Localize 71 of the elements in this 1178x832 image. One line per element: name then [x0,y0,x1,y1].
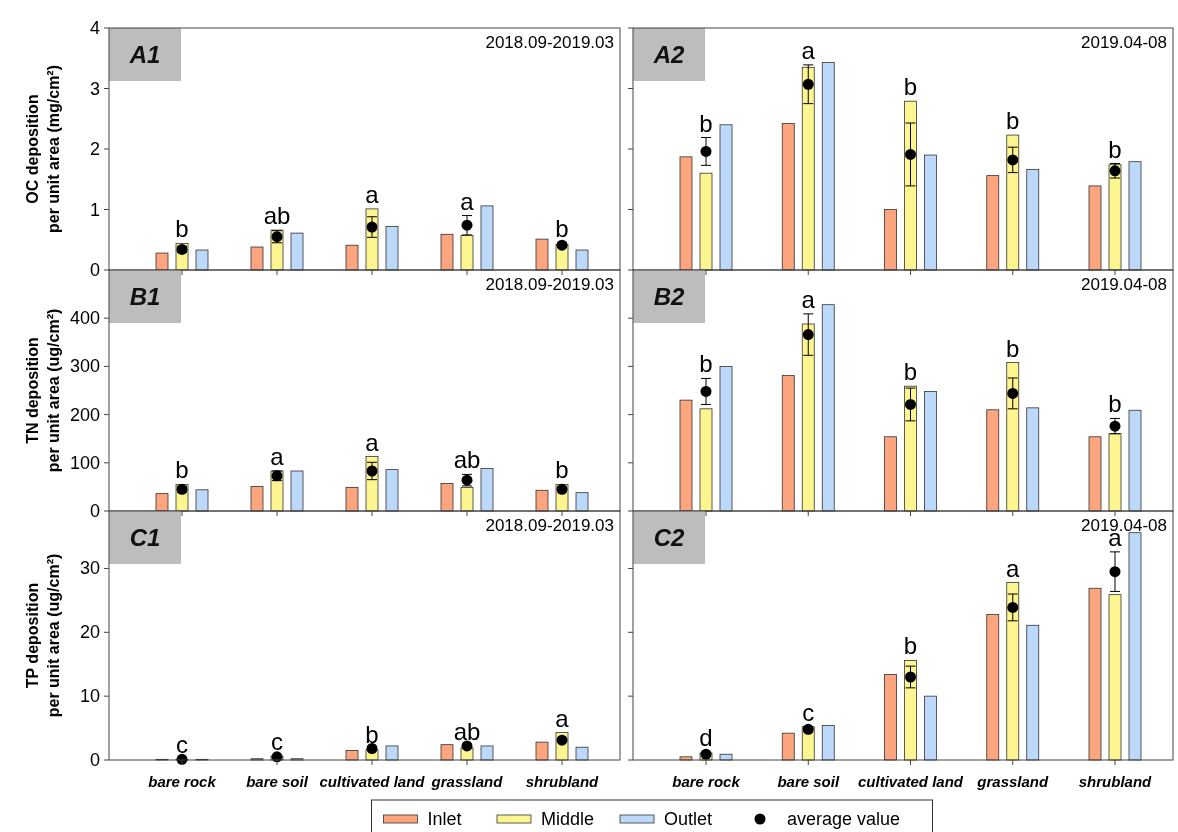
annotation: A1 [128,41,161,68]
annotation: a [1006,554,1021,582]
y-tick-label: 0 [89,260,100,280]
annotation: C1 [129,524,161,551]
legend-label: average value [787,809,901,829]
x-tick-label: bare soil [246,773,309,790]
legend-label: Middle [541,809,595,829]
annotation: b [903,632,918,660]
x-tick-label: shrubland [525,773,600,790]
annotation: 2019.04-08 [1080,33,1167,52]
y-tick-label: 1 [89,199,100,220]
y-tick-label: 400 [69,308,100,329]
legend-label: Inlet [427,809,462,829]
x-tick-label: bare soil [777,773,840,790]
y-tick-label: 300 [69,356,100,377]
annotation: a [365,180,380,208]
annotation: C2 [653,524,685,551]
y-tick-label: 2 [89,139,100,159]
annotation: b [555,214,569,242]
annotation: b [699,350,713,378]
x-tick-label: grassland [976,773,1050,790]
annotation: a [270,442,285,470]
y-axis-title: TN deposition per unit area (ug/cm²) [24,308,62,473]
annotation: b [1108,135,1122,163]
annotation: b [555,456,569,484]
annotation: b [1006,107,1020,135]
annotation: c [271,728,283,756]
annotation: a [555,704,570,732]
annotation: b [903,358,918,386]
legend-label: Outlet [664,809,713,829]
y-tick-label: 4 [89,18,100,38]
annotation: B2 [653,283,685,310]
y-tick-label: 3 [89,78,100,99]
annotation: b [1108,390,1122,418]
annotation: b [175,456,189,484]
annotation: d [699,724,713,752]
x-tick-label: bare rock [148,773,217,790]
y-tick-label: 10 [79,686,100,707]
y-tick-label: 0 [89,501,100,521]
annotation: 2018.09-2019.03 [485,33,614,52]
annotation: a [460,187,475,215]
annotation: b [175,215,189,243]
y-tick-label: 100 [69,452,100,473]
y-tick-label: 0 [89,750,100,770]
annotation: b [699,109,713,137]
annotation: 2018.09-2019.03 [485,275,614,294]
x-tick-label: shrubland [1078,773,1153,790]
y-tick-label: 30 [79,558,100,579]
annotation: c [176,731,188,759]
annotation: b [1006,334,1020,362]
x-tick-label: grassland [430,773,504,790]
annotation: a [365,428,380,456]
y-tick-label: 200 [69,404,100,425]
x-tick-label: cultivated land [857,773,964,790]
annotation: B1 [129,283,161,310]
annotation: a [801,36,816,64]
annotation: b [365,720,379,748]
x-tick-label: cultivated land [319,773,426,790]
y-axis-title: TP deposition per unit area (ug/cm²) [24,553,62,718]
annotation: ab [263,202,291,230]
annotation: ab [453,717,481,745]
annotation: b [903,73,918,101]
y-axis-title: OC deposition per unit area (mg/cm²) [24,64,62,234]
annotation: 2018.09-2019.03 [485,516,614,535]
annotation: c [802,698,815,726]
y-tick-label: 20 [79,622,100,643]
annotation: 2019.04-08 [1080,275,1167,294]
annotation: a [801,285,816,313]
annotation: A2 [652,41,685,68]
annotation: ab [453,446,481,474]
x-tick-label: bare rock [672,773,741,790]
